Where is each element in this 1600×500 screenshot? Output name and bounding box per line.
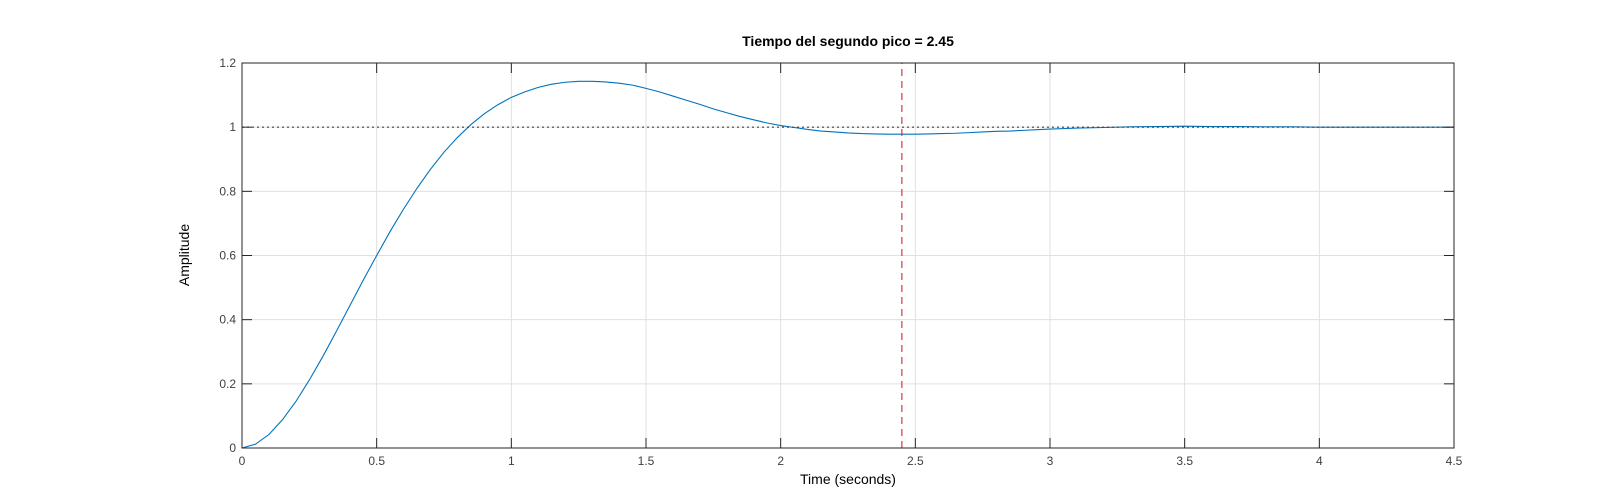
series-layer — [241, 63, 1454, 449]
x-axis-label: Time (seconds) — [800, 471, 896, 487]
y-tick-label: 1.2 — [219, 56, 236, 70]
y-tick-label: 0 — [229, 441, 236, 455]
x-tick-label: 3.5 — [1176, 454, 1193, 468]
x-tick-label: 1 — [508, 454, 515, 468]
x-tick-label: 0.5 — [368, 454, 385, 468]
x-tick-label: 0 — [239, 454, 246, 468]
y-tick-label: 0.8 — [219, 184, 236, 198]
axis-ticks: 0 0.5 1 1.5 2 2.5 3 3.5 4 4.5 0 0.2 0.4 0.6 0.8 1 1.2 — [219, 56, 1462, 468]
x-tick-label: 1.5 — [638, 454, 655, 468]
x-tick-label: 2.5 — [907, 454, 924, 468]
y-tick-label: 0.2 — [219, 377, 236, 391]
y-tick-label: 0.6 — [219, 249, 236, 263]
y-axis-label: Amplitude — [176, 224, 192, 286]
x-tick-label: 3 — [1047, 454, 1054, 468]
y-tick-label: 1 — [229, 120, 236, 134]
y-tick-label: 0.4 — [219, 313, 236, 327]
x-tick-label: 4.5 — [1446, 454, 1463, 468]
x-tick-label: 4 — [1316, 454, 1323, 468]
chart-title: Tiempo del segundo pico = 2.45 — [742, 33, 954, 49]
x-tick-label: 2 — [777, 454, 784, 468]
